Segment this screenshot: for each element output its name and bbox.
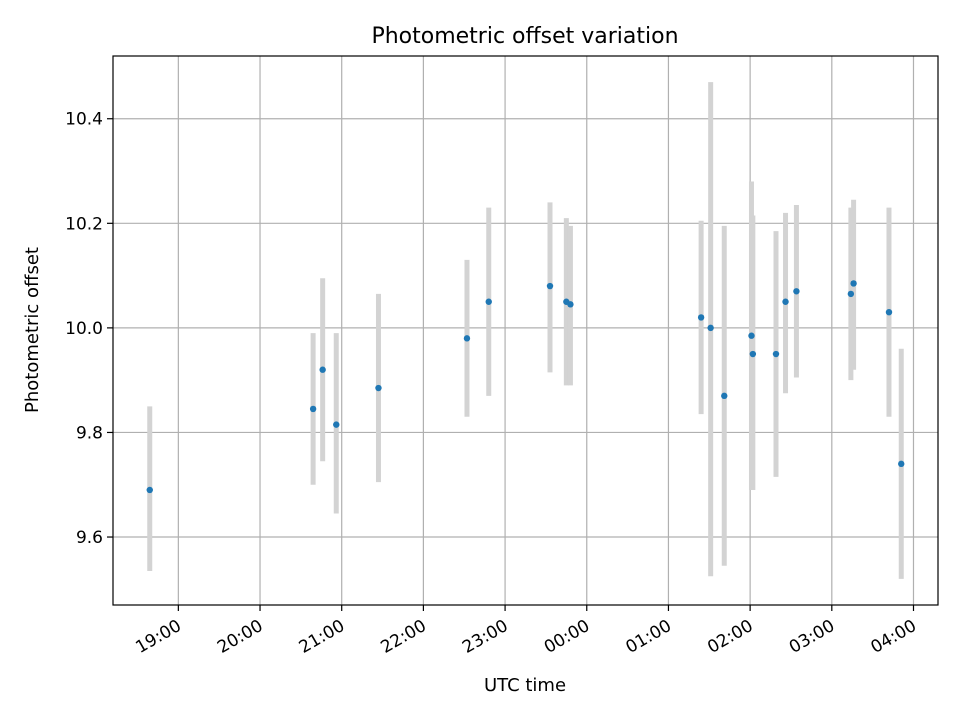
data-point: [885, 309, 893, 316]
data-point: [850, 280, 857, 287]
x-tick-label: 22:00: [377, 616, 429, 658]
data-point: [333, 421, 340, 428]
y-tick-label: 10.4: [65, 110, 103, 130]
y-tick-label: 10.2: [65, 214, 103, 234]
data-points: [146, 280, 905, 494]
y-tick-label: 9.8: [76, 423, 103, 443]
x-tick-label: 01:00: [623, 616, 675, 658]
data-point: [546, 282, 554, 290]
x-tick-label: 03:00: [786, 616, 838, 658]
data-point: [898, 460, 905, 468]
data-point: [485, 298, 492, 305]
data-point: [772, 350, 780, 358]
x-tick-label: 21:00: [296, 616, 348, 658]
y-tick-label: 9.6: [76, 528, 103, 548]
x-axis-ticks: 19:00 20:00 21:00 22:00 23:00 00:00 01:00 02:00…: [132, 605, 920, 658]
x-tick-label: 23:00: [459, 616, 511, 658]
x-tick-label: 02:00: [704, 616, 756, 658]
data-point: [146, 486, 153, 494]
chart-title: Photometric offset variation: [371, 24, 678, 49]
data-point: [749, 350, 757, 358]
data-point: [847, 290, 855, 298]
data-point: [567, 301, 574, 308]
data-point: [319, 366, 326, 373]
data-point: [375, 384, 382, 392]
data-point: [463, 335, 471, 342]
data-point: [782, 298, 789, 305]
x-tick-label: 00:00: [541, 616, 593, 658]
x-tick-label: 20:00: [214, 616, 266, 658]
y-axis-ticks: 9.6 9.8 10.0 10.2 10.4: [65, 110, 113, 548]
y-tick-label: 10.0: [65, 319, 103, 339]
data-point: [309, 405, 317, 413]
data-point: [707, 324, 714, 332]
x-axis-label: UTC time: [484, 675, 566, 696]
x-tick-label: 04:00: [868, 616, 920, 658]
y-axis-label: Photometric offset: [22, 247, 43, 413]
data-point: [697, 314, 705, 321]
plot-frame: [112, 55, 939, 606]
data-point: [748, 332, 755, 339]
data-point: [793, 288, 800, 295]
grid: [113, 56, 938, 605]
data-point: [721, 392, 728, 400]
error-bars: [147, 82, 904, 579]
x-tick-label: 19:00: [132, 616, 184, 658]
